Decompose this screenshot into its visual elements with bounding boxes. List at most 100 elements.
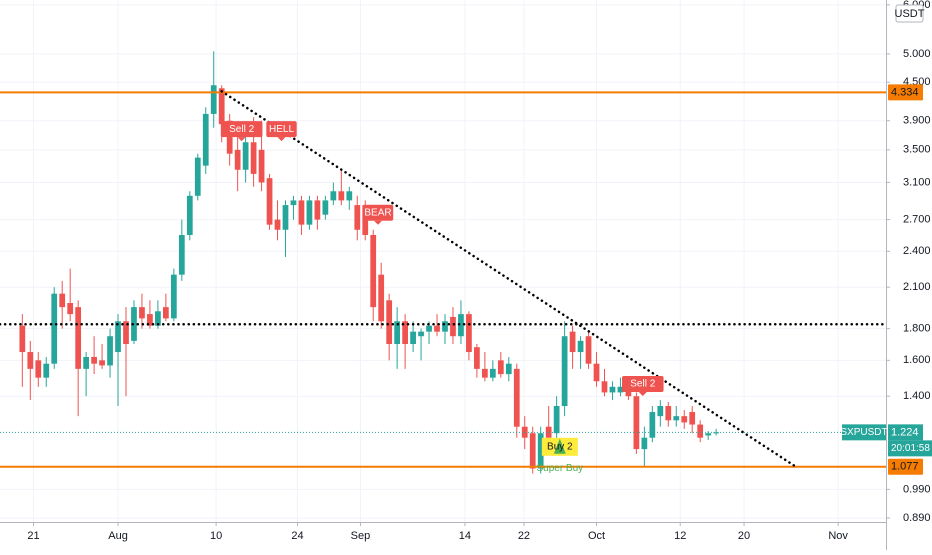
y-tick-label: 0.890 (903, 512, 931, 524)
candle-body (210, 85, 217, 114)
candle-body (689, 412, 696, 425)
candle-body (314, 200, 321, 220)
candle-body (641, 437, 648, 450)
x-tick-label: Nov (828, 530, 848, 542)
candle-body (577, 340, 584, 353)
candle-body (569, 331, 576, 353)
candle-body (35, 360, 42, 378)
level-label: 1.077 (891, 461, 919, 473)
sell-signal-label: Sell 2 (229, 124, 254, 135)
y-tick-label: 0.990 (903, 483, 931, 495)
candle-body (370, 234, 377, 308)
candle-body (266, 178, 273, 225)
candle-body (633, 396, 640, 450)
x-tick-label: 21 (27, 530, 39, 542)
x-tick-label: 12 (674, 530, 686, 542)
candle-body (250, 142, 257, 174)
candle-body (147, 314, 153, 326)
candle-body (354, 205, 361, 230)
y-tick-label: 1.400 (903, 390, 931, 402)
x-tick-label: 10 (210, 530, 222, 542)
sell-signal-pointer (237, 137, 246, 142)
candle-body (226, 120, 233, 154)
candle-body (59, 293, 66, 308)
candle-body (99, 360, 105, 366)
candle-body (609, 386, 616, 393)
candle-body (91, 356, 97, 364)
candle-body (657, 406, 664, 417)
sell-signal-pointer (638, 392, 647, 397)
last-price-label: 1.224 (891, 426, 919, 438)
sell-signal-pointer (277, 137, 286, 142)
x-tick-label: Sep (351, 530, 371, 542)
candle-body (19, 325, 26, 353)
candle-body (115, 321, 121, 353)
candle-body (258, 149, 265, 183)
candle-body (513, 368, 520, 427)
buy-signal-arrow (553, 438, 566, 454)
candle-body (274, 219, 281, 230)
candle-body (338, 191, 345, 201)
level-label: 4.334 (891, 86, 919, 98)
candle-body (426, 325, 432, 332)
symbol-label-box (842, 424, 886, 441)
candle-body (601, 381, 608, 393)
candle-body (466, 314, 472, 353)
candle-body (43, 363, 50, 378)
countdown-box (888, 440, 932, 457)
plot-area: Sell 2 HELL BEAR Sell 2 Buy 2 Super Buy (0, 51, 888, 474)
sell-signal-box (220, 121, 263, 138)
candle-body (593, 363, 600, 382)
candle-body (155, 311, 161, 326)
y-tick-label: 1.800 (903, 323, 931, 335)
candle-body (75, 307, 82, 369)
candle-body (450, 316, 456, 337)
candle-body (458, 314, 464, 337)
candle-body (673, 416, 680, 421)
candle-body (489, 368, 496, 378)
candle-body (697, 424, 704, 438)
y-tick-label: 3.900 (903, 115, 931, 127)
x-tick-label: 20 (738, 530, 750, 542)
y-tick-label: 3.500 (903, 144, 931, 156)
sell-signal-label: BEAR (364, 207, 391, 218)
candle-body (330, 191, 337, 201)
candle-body (123, 321, 129, 345)
candle-body (298, 200, 305, 225)
candle-body (617, 386, 624, 393)
candle-body (51, 293, 58, 364)
sell-signal-box (266, 121, 297, 138)
level-label-box (888, 458, 923, 475)
x-tick-label: 24 (291, 530, 303, 542)
candle-body (163, 307, 169, 319)
candle-body (67, 303, 74, 315)
candle-body (553, 406, 560, 434)
candle-body (394, 321, 401, 345)
candle-body (497, 360, 504, 375)
currency-box[interactable] (895, 4, 924, 23)
candle-body (505, 363, 512, 375)
y-tick-label: 1.600 (903, 354, 931, 366)
candle-body (705, 433, 712, 436)
candle-body (202, 113, 209, 166)
candle-body (713, 432, 720, 434)
x-tick-label: Aug (108, 530, 128, 542)
candle-body (378, 274, 385, 322)
candle-body (481, 368, 488, 378)
candle-body (242, 142, 249, 170)
candle-body (545, 426, 552, 438)
y-tick-label: 2.100 (903, 281, 931, 293)
candle-body (442, 321, 448, 332)
candle-body (83, 356, 89, 369)
x-tick-label: 22 (518, 530, 530, 542)
symbol-label: SXPUSDT (840, 427, 887, 438)
y-tick-label: 2.700 (903, 214, 931, 226)
sell-signal-label: Sell 2 (630, 379, 655, 390)
candle-body (410, 331, 416, 345)
candle-body (402, 321, 408, 345)
candle-body (561, 336, 568, 407)
candle-body (529, 433, 536, 469)
candle-body (234, 149, 241, 170)
